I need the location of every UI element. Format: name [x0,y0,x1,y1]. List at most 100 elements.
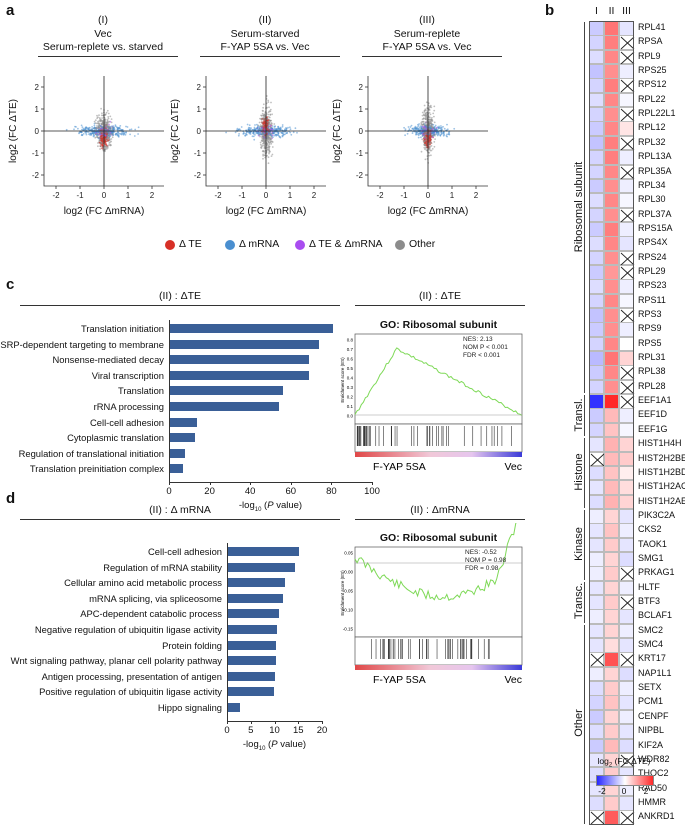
gsea-enrichment-curve [354,504,523,601]
heatmap-row-label: SMC4 [638,639,664,650]
scatter-point [431,125,433,127]
scatter-point [280,131,283,134]
panel-d-gsea-rule [355,519,525,520]
heatmap-row-label: RPS4X [638,237,668,248]
scatter-point [429,126,432,129]
scatter-point [246,123,249,126]
scatter-point [403,126,405,129]
scatter-point [107,134,110,137]
scatter-point [125,125,127,128]
scatter-point [263,143,266,146]
scatter-point [428,146,430,149]
scatter-point [107,116,110,118]
scatter-point [252,135,255,138]
scatter-point [448,133,451,136]
scatter-point [266,116,269,118]
scatter-point [429,113,432,116]
gsea-y-tick-label: 0.7 [347,347,354,352]
scatter-point [105,143,107,145]
scatter-point [262,153,264,156]
heatmap-cell [604,795,619,811]
scatter-point [443,127,446,130]
scatter-point [81,126,84,128]
panel-label-a: a [6,2,15,19]
scatter-point [78,132,80,135]
y-tick-label: 2 [35,83,40,92]
x-tick-label: -1 [238,191,246,200]
scatter-point [101,119,103,122]
scatter-point [417,136,420,139]
heatmap-cell [604,164,619,180]
scatter-point [423,128,426,130]
bar-y-axis [169,320,170,482]
scatter-point [87,131,90,133]
heatmap-cell [604,279,619,294]
bar-x-tick-label: 60 [285,486,297,497]
scatter-point [109,133,111,136]
bar-chart-te: Translation initiation SRP-dependent targ… [0,310,380,513]
scatter-point [133,135,136,137]
y-tick-label: 1 [35,105,40,114]
scatter-point [279,126,282,129]
scatter-point [431,132,434,135]
scatter-point [262,157,264,160]
heatmap-cell [604,178,619,194]
scatter-point [261,121,263,124]
scatter-point [94,119,97,122]
bar-x-tick [331,482,333,485]
scatter-point [260,125,262,128]
scatter-point [268,152,270,155]
scatter-point [267,119,269,122]
scatter-point [240,126,243,128]
scatter-point [262,103,265,106]
heatmap-cell [604,107,619,122]
heatmap-row-label: RPS9 [638,323,662,334]
bar-category-label: Translation preinitiation complex [29,463,164,475]
scatter-point [433,115,435,118]
scatter-point [281,125,284,128]
scatter-axes [205,76,326,187]
scatter-point [425,125,427,128]
scatter-point [434,126,436,128]
scatter-point [111,132,113,135]
heatmap-cell [604,408,619,424]
bar-category-label: Cytoplasmic translation [67,432,164,444]
scatter-point [117,135,120,137]
scatter-point [272,136,274,138]
scatter-point [429,139,432,142]
bar-x-tick-label: 0 [224,724,230,736]
heatmap-row-label: WDR82 [638,753,670,764]
scatter-point [440,131,443,134]
scatter-point [94,126,96,129]
gsea-y-label: Enrichment score (ES) [340,357,345,403]
heatmap-cell [604,666,619,682]
scatter-point [107,117,110,120]
scatter-point [262,128,265,131]
heatmap-cell [604,508,619,524]
bar-x-axis-label: -log10 (P value) [242,738,307,752]
heatmap-row-label: NAP1L1 [638,667,672,678]
scatter-point [119,125,122,127]
x-axis-label: log2 (FC ΔmRNA) [388,206,469,217]
scatter-point [413,127,416,129]
y-axis-label: log2 (FC ΔTE) [8,99,19,163]
heatmap-cell [604,623,619,639]
scatter-point [263,140,265,143]
scatter-point [431,148,434,150]
heatmap-cell [604,35,619,50]
scatter-title-line1: Serum-starved [230,28,300,40]
heatmap-row-label: RPL32 [638,136,666,147]
scatter-point [93,120,96,123]
scatter-title-line2: F-YAP 5SA vs. Vec [220,41,310,53]
bar [169,417,198,427]
scatter-point [260,114,262,117]
scatter-point [411,127,414,130]
scatter-point [85,133,88,136]
bar [227,625,277,634]
bar-x-tick-label: 20 [204,486,215,497]
heatmap-row-label: RPL34 [638,179,666,190]
heatmap-cell [604,580,619,596]
heatmap-cell [604,193,619,208]
scatter-point [425,128,428,130]
bar-x-tick [298,720,300,724]
